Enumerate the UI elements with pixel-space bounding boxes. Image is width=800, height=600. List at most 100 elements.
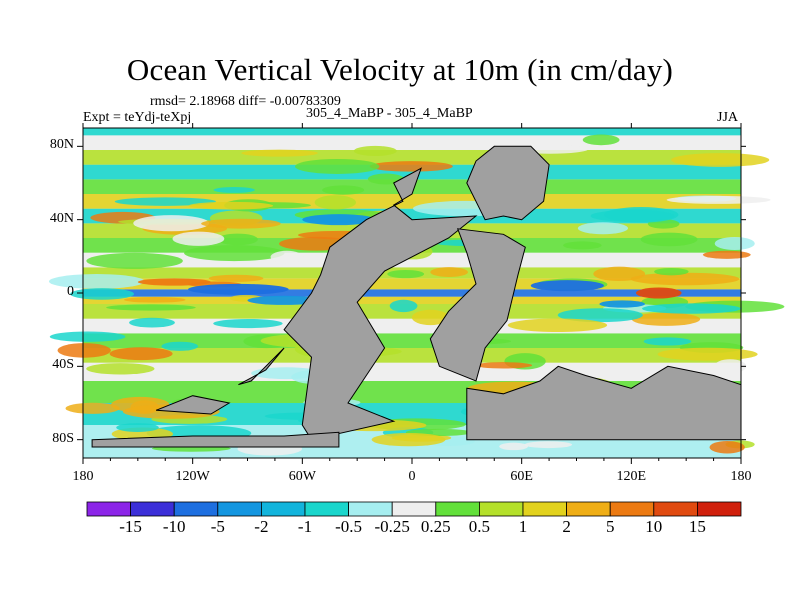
y-tick-label: 80S (52, 430, 74, 446)
colorbar-box (130, 501, 175, 517)
land-mass-4 (91, 431, 340, 448)
field-feature-1 (247, 295, 321, 305)
field-patch (116, 423, 159, 432)
x-tick-label: 180 (72, 469, 94, 484)
field-patch (671, 153, 770, 167)
field-patch (430, 267, 468, 277)
experiment-label: Expt = teYdj-teXpj (83, 110, 192, 125)
field-patch (557, 308, 643, 323)
field-patch (133, 215, 210, 232)
chart-title: Ocean Vertical Velocity at 10m (in cm/da… (126, 52, 674, 87)
field-patch (251, 367, 322, 380)
x-tick-label: 60E (510, 469, 533, 484)
colorbar-label: 15 (688, 517, 706, 536)
colorbar-box (478, 501, 524, 517)
field-patch (640, 232, 698, 247)
colorbar-label: -10 (162, 517, 186, 536)
field-band-3 (83, 362, 741, 381)
colorbar-label: -1 (297, 517, 313, 536)
colorbar-box (86, 501, 131, 517)
colorbar-box (173, 501, 219, 517)
field-patch (188, 201, 274, 210)
x-tick-label: 180 (730, 469, 752, 484)
field-patch (475, 362, 533, 369)
x-tick-label: 0 (408, 469, 416, 484)
field-patch (524, 441, 573, 449)
land-mass-3 (466, 365, 742, 441)
field-patch (86, 252, 183, 269)
field-patch (48, 274, 145, 289)
colorbar-label: 0.5 (468, 517, 491, 536)
field-patch (322, 185, 365, 195)
colorbar-label: 0.25 (420, 517, 451, 536)
comparison-label: 305_4_MaBP - 305_4_MaBP (306, 106, 473, 121)
field-band-10 (83, 278, 741, 290)
field-feature-0 (188, 283, 289, 295)
colorbar-box (435, 501, 480, 517)
colorbar-label: -5 (210, 517, 225, 536)
field-patch (314, 195, 357, 210)
field-patch (499, 442, 529, 451)
field-patch (114, 197, 216, 206)
field-patch (702, 250, 751, 259)
field-patch (270, 250, 304, 264)
field-patch (654, 268, 689, 276)
field-band-4 (83, 348, 741, 363)
y-tick-label: 80N (49, 137, 74, 153)
field-patch (630, 272, 740, 286)
field-patch (106, 304, 196, 311)
field-patch (507, 318, 608, 332)
colorbar-box (304, 501, 349, 517)
field-band-9 (83, 289, 741, 297)
field-patch (201, 218, 281, 229)
colorbar-box (566, 501, 611, 517)
field-patch (371, 433, 446, 447)
field-patch (657, 347, 758, 361)
colorbar-label: 2 (562, 517, 571, 536)
colorbar-box (697, 501, 742, 517)
field-feature-7 (302, 214, 376, 226)
colorbar-label: -0.25 (374, 517, 410, 536)
field-patch (129, 317, 175, 328)
field-patch (109, 347, 173, 361)
y-tick-label: 40N (49, 210, 74, 226)
field-band-8 (83, 296, 741, 304)
field-patch (57, 343, 111, 358)
x-tick-label: 120E (616, 469, 647, 484)
season-label: JJA (717, 110, 739, 125)
field-patch (213, 318, 283, 329)
field-patch (709, 440, 745, 454)
colorbar-label: -0.5 (335, 517, 363, 536)
colorbar-box (391, 501, 437, 517)
colorbar-label: -15 (119, 517, 142, 536)
field-patch (184, 245, 285, 262)
field-patch (582, 134, 620, 146)
colorbar-box (522, 501, 567, 517)
field-patch (369, 161, 453, 172)
field-patch (217, 233, 258, 246)
field-patch (123, 297, 186, 303)
field-patch (49, 331, 126, 342)
field-patch (353, 145, 397, 157)
field-patch (208, 274, 264, 282)
field-patch (213, 187, 255, 193)
land-mass-0 (283, 167, 478, 441)
field-band-20 (83, 135, 741, 150)
field-patch (295, 158, 380, 174)
y-tick-label: 0 (67, 284, 74, 299)
field-patch (411, 309, 450, 326)
colorbar-label: -2 (254, 517, 269, 536)
field-patch (172, 231, 225, 246)
field-feature-2 (530, 280, 604, 292)
field-patch (70, 288, 134, 300)
colorbar-label: 1 (518, 517, 528, 536)
field-patch (593, 266, 646, 282)
x-tick-label: 120W (175, 469, 210, 484)
field-patch (590, 209, 675, 222)
field-band-21 (83, 128, 741, 136)
field-patch (65, 402, 120, 414)
land-mass-5 (238, 347, 285, 386)
field-patch (86, 363, 155, 375)
colorbar-label: 10 (645, 517, 663, 536)
colorbar-box (217, 501, 262, 517)
